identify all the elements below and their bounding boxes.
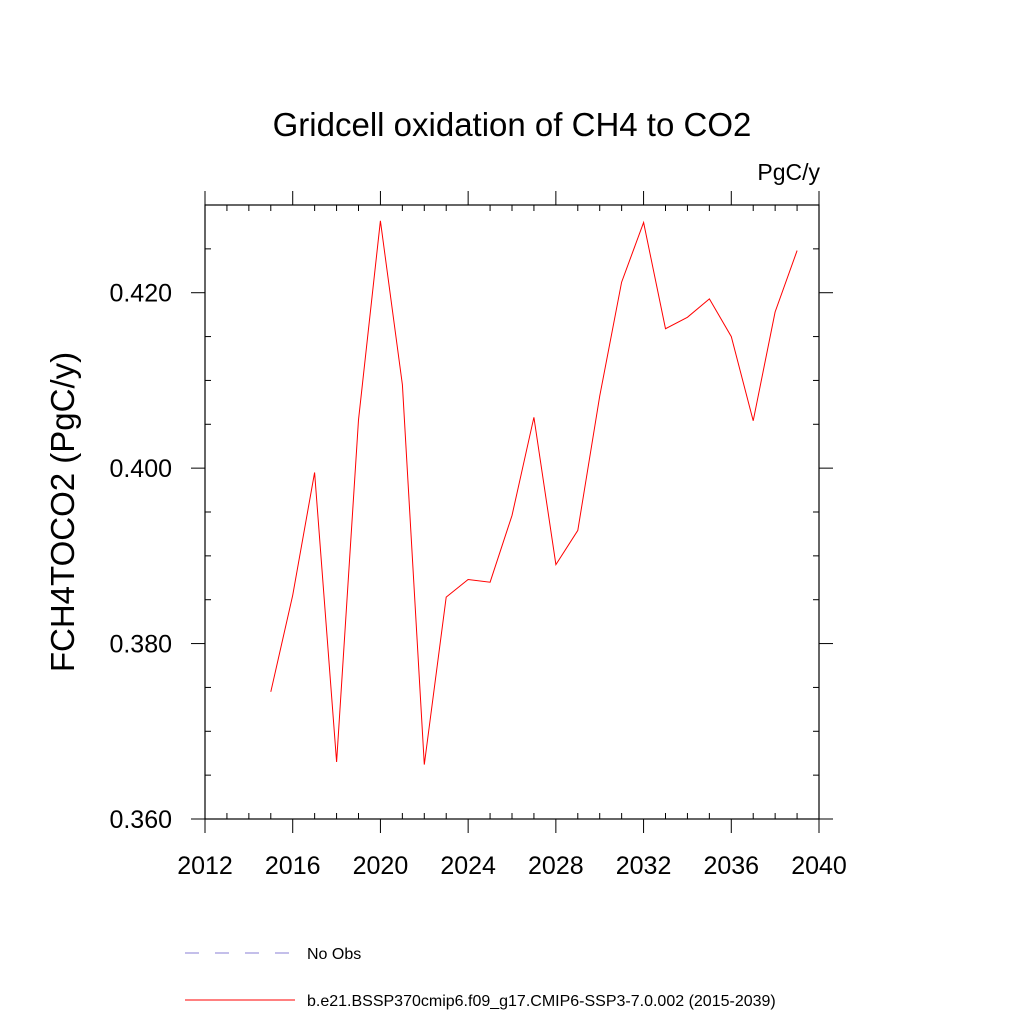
x-tick-label: 2012: [177, 852, 233, 880]
y-tick-label: 0.400: [109, 455, 172, 483]
x-tick-label: 2028: [528, 852, 584, 880]
y-axis-label: FCH4TOCO2 (PgC/y): [44, 352, 81, 672]
units-label: PgC/y: [757, 159, 820, 185]
y-tick-label: 0.360: [109, 806, 172, 834]
y-tick-label: 0.420: [109, 280, 172, 308]
legend-label-model: b.e21.BSSP370cmip6.f09_g17.CMIP6-SSP3-7.…: [307, 993, 776, 1010]
series-line: [270, 220, 798, 765]
legend: No Obs b.e21.BSSP370cmip6.f09_g17.CMIP6-…: [185, 946, 776, 1010]
legend-label-no-obs: No Obs: [307, 946, 361, 963]
x-tick-label: 2016: [265, 852, 321, 880]
y-tick-label: 0.380: [109, 631, 172, 659]
x-tick-label: 2024: [440, 852, 496, 880]
plot-frame: [204, 204, 820, 820]
x-tick-label: 2032: [616, 852, 672, 880]
ticks: [191, 191, 833, 833]
series: [270, 220, 798, 765]
tick-labels: 2012 2016 2020 2024 2028 2032 2036 2040 0.360 0.3…: [109, 280, 846, 880]
x-tick-label: 2036: [703, 852, 759, 880]
x-tick-label: 2040: [791, 852, 847, 880]
x-tick-label: 2020: [353, 852, 409, 880]
chart-title: Gridcell oxidation of CH4 to CO2: [273, 106, 752, 143]
